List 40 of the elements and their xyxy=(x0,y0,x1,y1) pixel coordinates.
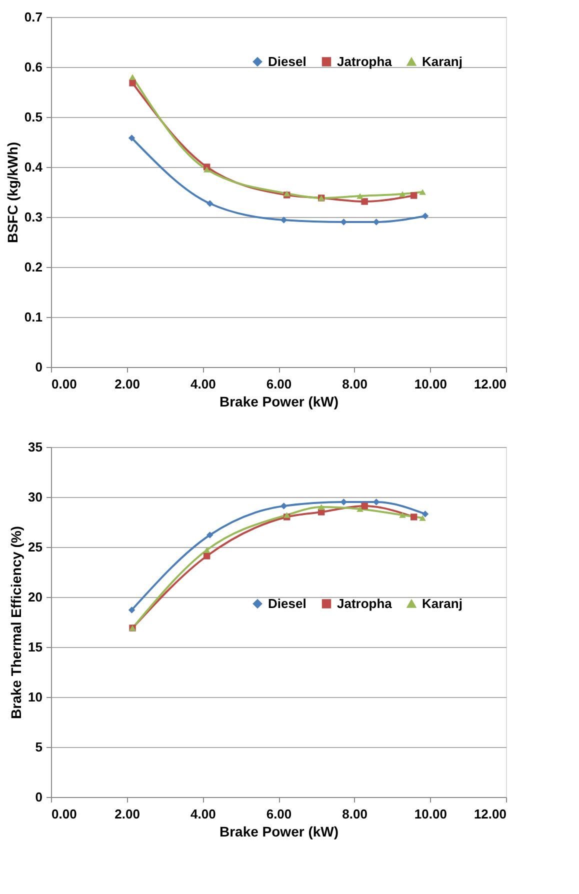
x-tick-label: 0.00 xyxy=(52,806,77,822)
x-tick-label: 4.00 xyxy=(190,806,216,822)
legend-label: Diesel xyxy=(268,54,306,69)
y-tick-label: 15 xyxy=(28,640,42,654)
y-tick-label: 0.6 xyxy=(24,60,42,74)
x-tick-label: 4.00 xyxy=(190,376,216,392)
y-axis-title: Brake Thermal Efficiency (%) xyxy=(8,526,24,719)
y-tick-label: 0.5 xyxy=(24,110,42,124)
legend-label: Diesel xyxy=(268,596,306,611)
y-tick-label: 0.4 xyxy=(24,160,44,174)
y-tick-label: 0 xyxy=(35,790,42,804)
x-tick-label: 2.00 xyxy=(114,806,140,822)
x-tick-label: 10.00 xyxy=(414,806,447,822)
y-tick-label: 0 xyxy=(35,360,42,374)
y-tick-label: 5 xyxy=(35,740,42,754)
y-tick-label: 10 xyxy=(28,690,42,704)
y-tick-label: 35 xyxy=(28,440,42,454)
x-tick-label: 8.00 xyxy=(342,376,368,392)
x-tick-label: 2.00 xyxy=(114,376,140,392)
y-tick-label: 0.3 xyxy=(24,210,42,224)
y-axis-title: BSFC (kg/kWh) xyxy=(4,142,20,244)
legend-label: Jatropha xyxy=(337,54,393,69)
x-tick-label: 12.00 xyxy=(474,806,506,822)
x-tick-label: 0.00 xyxy=(52,376,77,392)
x-tick-label: 12.00 xyxy=(474,376,506,392)
x-axis-title: Brake Power (kW) xyxy=(219,394,339,410)
y-tick-label: 0.1 xyxy=(24,310,42,324)
x-tick-label: 6.00 xyxy=(266,376,292,392)
x-tick-label: 10.00 xyxy=(414,376,447,392)
x-tick-label: 8.00 xyxy=(342,806,368,822)
y-tick-label: 0.7 xyxy=(24,10,42,24)
x-axis-title: Brake Power (kW) xyxy=(219,824,339,840)
x-tick-label: 6.00 xyxy=(266,806,292,822)
legend-label: Karanj xyxy=(422,596,462,611)
y-tick-label: 30 xyxy=(28,490,42,504)
y-tick-label: 20 xyxy=(28,590,42,604)
y-tick-label: 0.2 xyxy=(24,260,42,274)
y-tick-label: 25 xyxy=(28,540,42,554)
legend-label: Jatropha xyxy=(337,596,393,611)
legend-label: Karanj xyxy=(422,54,462,69)
